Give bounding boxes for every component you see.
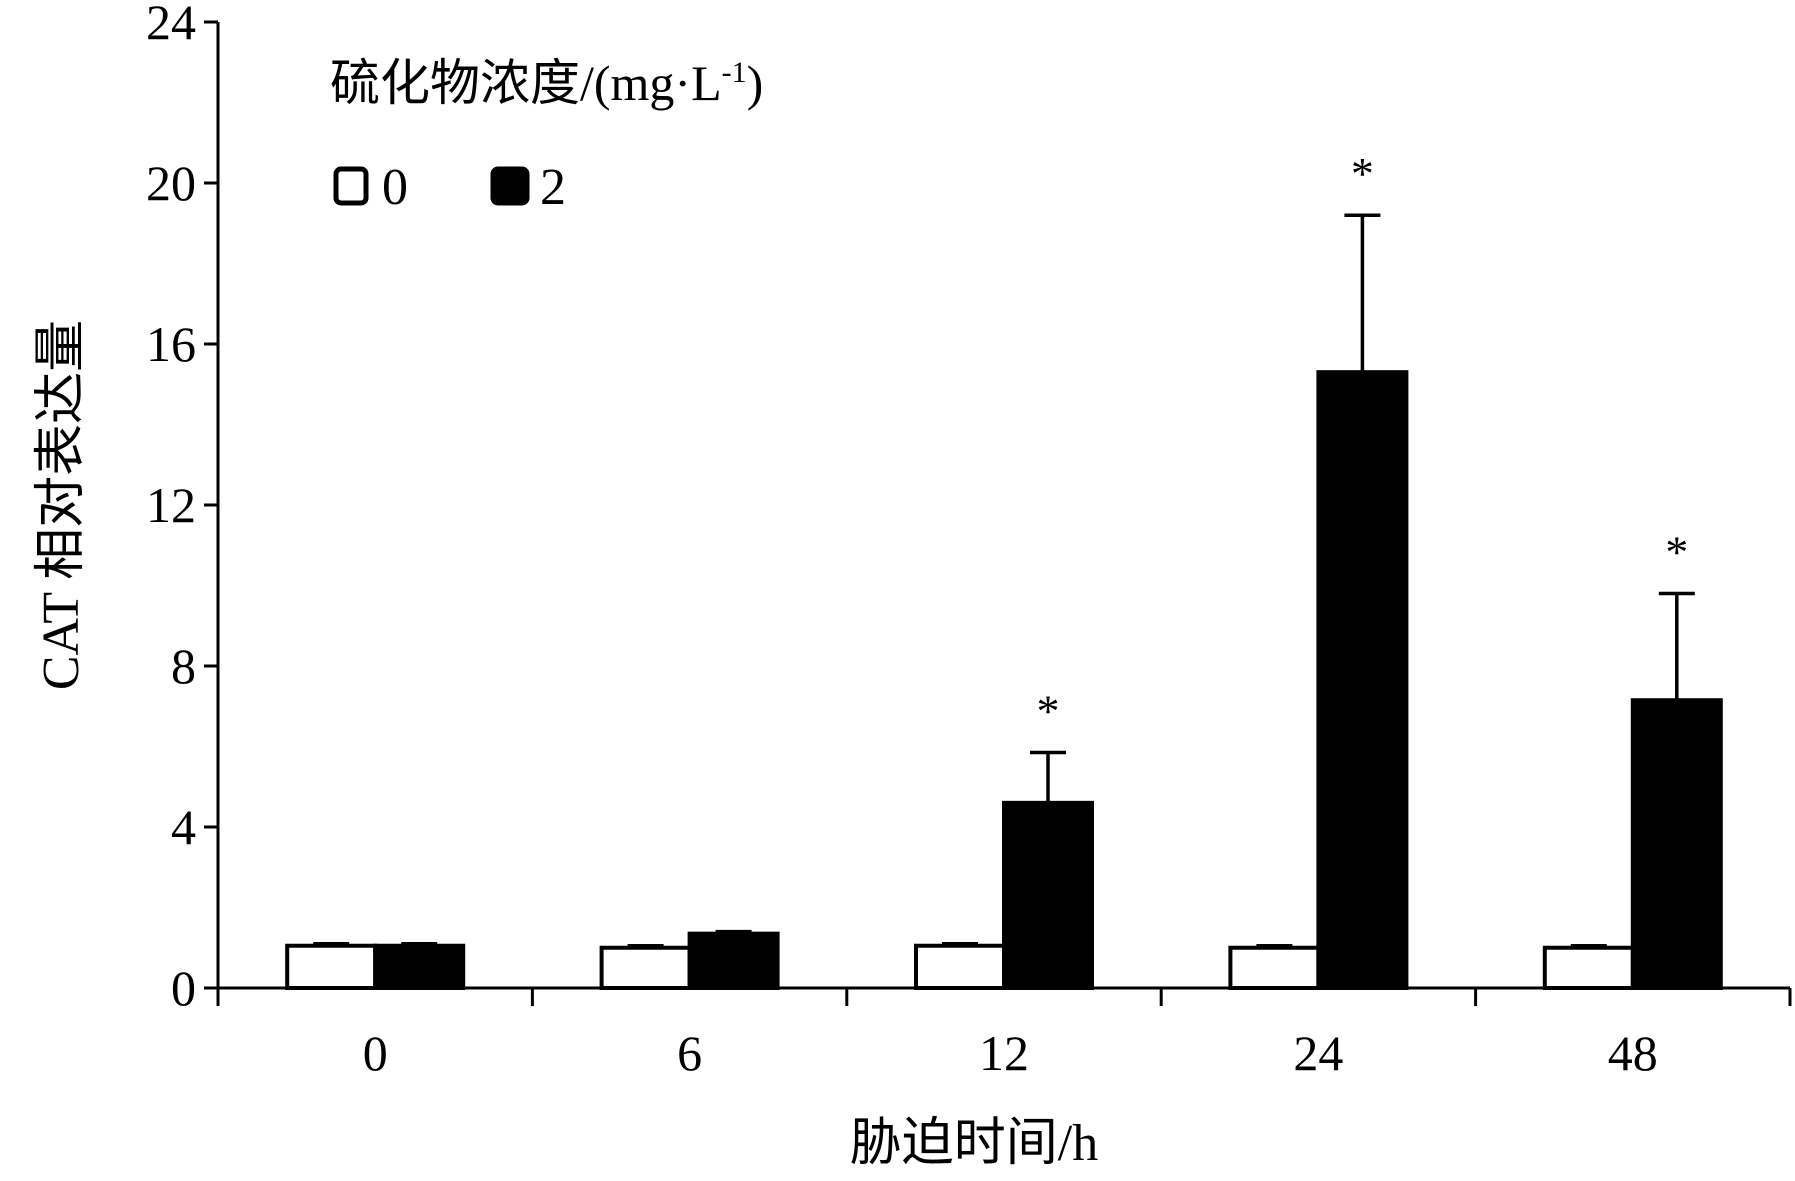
- bar-series-1: [1630, 698, 1723, 991]
- bar-series-1: [1002, 800, 1094, 990]
- bar-series-0: [1542, 945, 1635, 990]
- bars: [285, 370, 1723, 991]
- significance-marker: *: [1351, 148, 1374, 199]
- legend-label-series-1: 2: [540, 159, 566, 216]
- y-tick-label: 4: [171, 799, 196, 855]
- x-tick-label: 0: [363, 1025, 388, 1081]
- legend-title-sup: -1: [722, 56, 747, 89]
- x-tick-label: 48: [1608, 1025, 1658, 1081]
- y-axis-title: CAT 相对表达量: [33, 320, 90, 690]
- bar-series-0: [914, 943, 1006, 990]
- legend-swatch-series-0: [333, 166, 369, 206]
- y-tick-label: 20: [146, 155, 196, 211]
- bar-series-0: [1228, 945, 1321, 990]
- bar-series-1: [1316, 370, 1409, 990]
- legend-swatch-series-1: [490, 166, 530, 206]
- x-axis-title: 胁迫时间/h: [850, 1115, 1098, 1172]
- bar-series-0: [285, 943, 378, 990]
- legend-title: 硫化物浓度/(mg·L-1): [330, 55, 763, 111]
- y-tick-label: 24: [146, 0, 196, 50]
- significance-marker: *: [1037, 686, 1060, 737]
- bar-series-1: [687, 931, 780, 990]
- significance-markers: * * *: [1037, 148, 1689, 736]
- error-bars: [313, 213, 1695, 948]
- legend-label-series-0: 0: [382, 159, 408, 216]
- y-tick-label: 0: [171, 960, 196, 1016]
- y-tick-label: 16: [146, 316, 196, 372]
- x-tick-label: 12: [979, 1025, 1029, 1081]
- bar-series-0: [599, 945, 692, 990]
- y-tick-label: 12: [146, 477, 196, 533]
- y-ticks: 0 4 8 12 16 20 24: [146, 0, 218, 1016]
- legend-title-end: ): [747, 55, 764, 111]
- significance-marker: *: [1665, 527, 1688, 578]
- legend-title-main: 硫化物浓度/(mg·L: [330, 55, 722, 111]
- x-ticks: 0 6 12 24 48: [216, 988, 1792, 1081]
- x-tick-label: 6: [677, 1025, 702, 1081]
- x-tick-label: 24: [1293, 1025, 1343, 1081]
- bar-series-1: [373, 943, 466, 990]
- legend: 硫化物浓度/(mg·L-1) 0 2: [330, 55, 763, 216]
- y-tick-label: 8: [171, 638, 196, 694]
